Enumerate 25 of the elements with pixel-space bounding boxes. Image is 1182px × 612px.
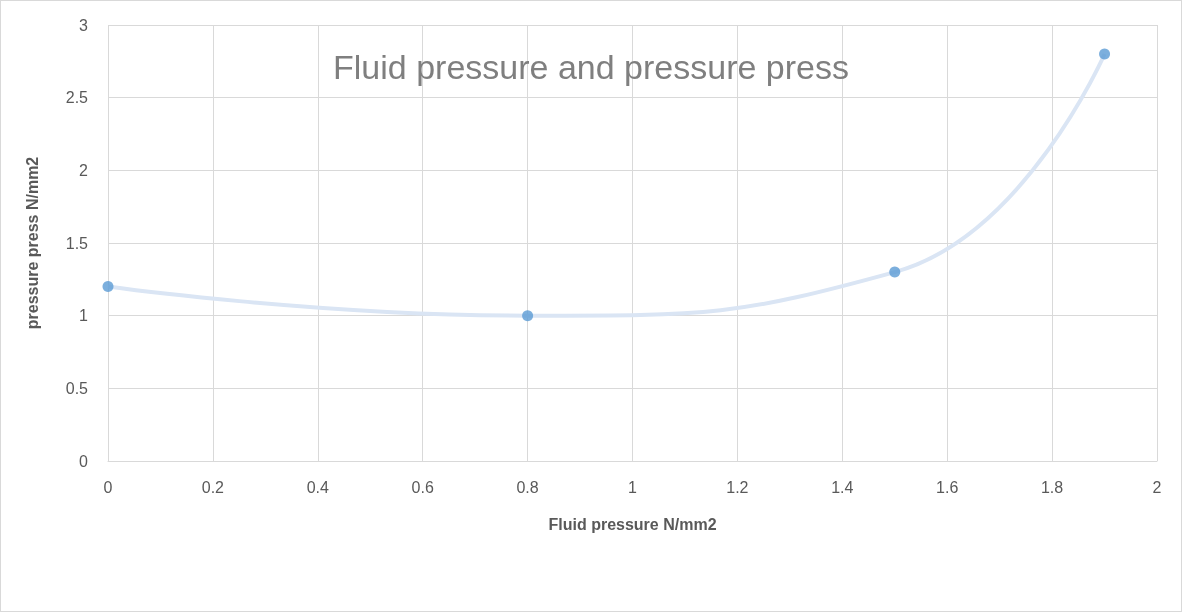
x-tick-label: 0 — [103, 478, 113, 496]
x-tick-label: 0.2 — [201, 478, 225, 496]
x-tick-label: 0.6 — [411, 478, 434, 496]
y-tick-label: 0 — [79, 452, 89, 470]
point — [102, 281, 114, 293]
y-tick-label: 1.5 — [65, 234, 89, 252]
x-tick-label: 2 — [1152, 478, 1162, 496]
point — [1099, 48, 1111, 60]
text: Fluid pressure and pressure press — [333, 48, 849, 86]
x-tick-label: 1.2 — [726, 478, 749, 496]
y-axis-title: pressure press N/mm2 — [23, 156, 41, 330]
y-tick-label: 0.5 — [65, 379, 89, 397]
y-tick-label: 2.5 — [65, 89, 89, 107]
x-tick-label: 1.8 — [1040, 478, 1064, 496]
x-tick-label: 1 — [628, 478, 638, 496]
y-tick-label: 3 — [79, 16, 89, 34]
x-tick-label: 1.6 — [936, 478, 959, 496]
x-tick-label: 0.4 — [306, 478, 330, 496]
y-tick-label: 1 — [79, 307, 89, 325]
x-tick-label: 0.8 — [516, 478, 539, 496]
x-axis-title: Fluid pressure N/mm2 — [548, 515, 717, 533]
x-tick-label: 1.4 — [831, 478, 854, 496]
y-tick-label: 2 — [79, 161, 89, 179]
point — [889, 266, 901, 278]
point — [522, 310, 534, 322]
